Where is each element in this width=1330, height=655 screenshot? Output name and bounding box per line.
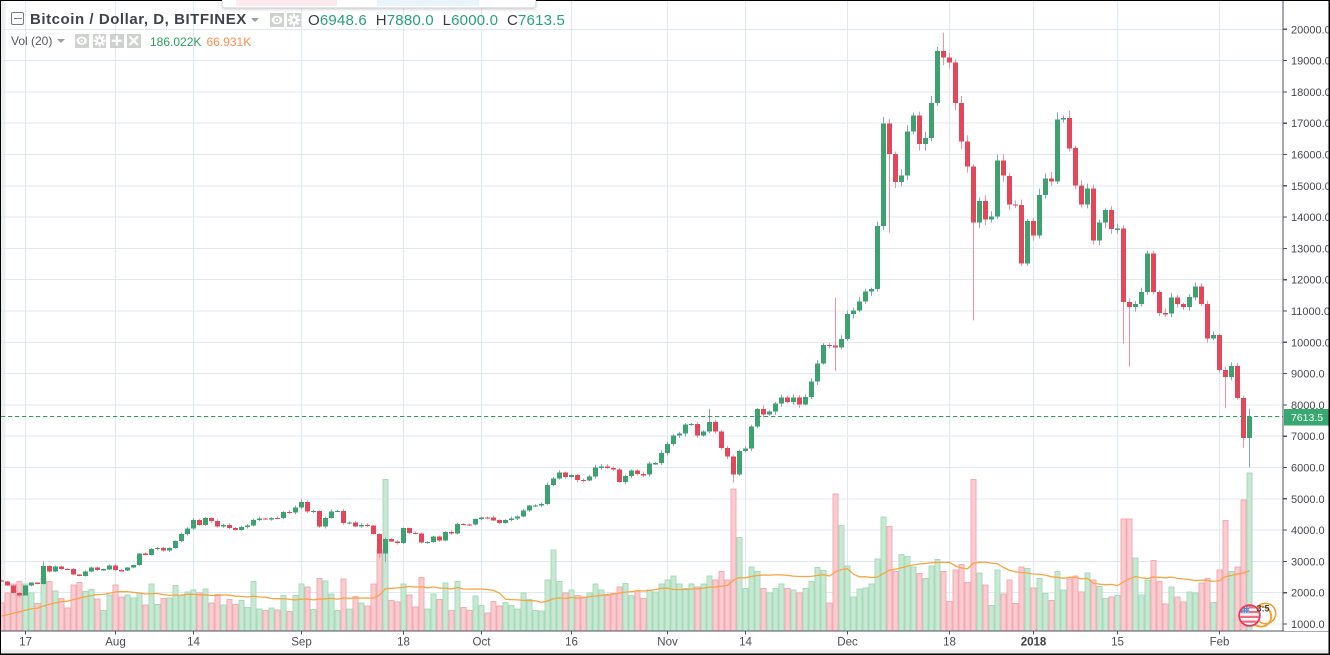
svg-text:19000.0: 19000.0	[1291, 56, 1330, 68]
svg-text:10000.0: 10000.0	[1291, 337, 1330, 349]
svg-text:2000.0: 2000.0	[1291, 588, 1325, 600]
svg-text:18000.0: 18000.0	[1291, 87, 1330, 99]
svg-text:14: 14	[739, 637, 752, 649]
svg-text:7613.5: 7613.5	[1291, 412, 1323, 424]
svg-text:3000.0: 3000.0	[1291, 556, 1325, 568]
svg-text:4000.0: 4000.0	[1291, 525, 1325, 537]
svg-text:Feb: Feb	[1210, 637, 1230, 649]
svg-text:6000.0: 6000.0	[1291, 463, 1325, 475]
svg-text:13000.0: 13000.0	[1291, 243, 1330, 255]
svg-text:15000.0: 15000.0	[1291, 181, 1330, 193]
svg-text:7000.0: 7000.0	[1291, 431, 1325, 443]
svg-text:Aug: Aug	[105, 637, 125, 649]
svg-text:16000.0: 16000.0	[1291, 150, 1330, 162]
svg-text:17: 17	[19, 637, 32, 649]
svg-text:Oct: Oct	[473, 637, 492, 649]
svg-text:Sep: Sep	[291, 637, 311, 649]
svg-text:2018: 2018	[1021, 637, 1047, 649]
svg-text:12000.0: 12000.0	[1291, 275, 1330, 287]
svg-text:20000.0: 20000.0	[1291, 24, 1330, 36]
svg-text:15: 15	[1111, 637, 1124, 649]
svg-text:3:5: 3:5	[1257, 604, 1270, 614]
svg-text:Dec: Dec	[837, 637, 858, 649]
svg-text:18: 18	[943, 637, 956, 649]
svg-text:16: 16	[565, 637, 578, 649]
svg-text:9000.0: 9000.0	[1291, 369, 1325, 381]
svg-text:18: 18	[397, 637, 410, 649]
svg-text:11000.0: 11000.0	[1291, 306, 1330, 318]
svg-text:14: 14	[187, 637, 200, 649]
svg-text:14000.0: 14000.0	[1291, 212, 1330, 224]
svg-text:8000.0: 8000.0	[1291, 400, 1325, 412]
svg-text:17000.0: 17000.0	[1291, 118, 1330, 130]
svg-text:5000.0: 5000.0	[1291, 494, 1325, 506]
svg-text:1000.0: 1000.0	[1291, 619, 1325, 631]
svg-text:Nov: Nov	[657, 637, 678, 649]
